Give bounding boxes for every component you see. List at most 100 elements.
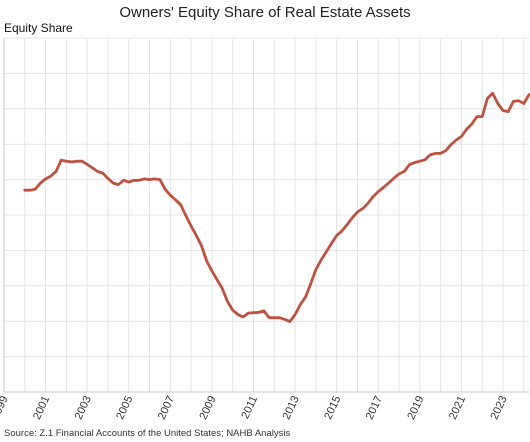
- data-point: [512, 100, 515, 102]
- data-point: [107, 177, 109, 180]
- data-point: [50, 175, 52, 177]
- data-point: [221, 288, 223, 290]
- y-axis-label: Equity Share: [4, 21, 73, 35]
- data-point: [388, 182, 390, 184]
- data-point: [71, 161, 73, 163]
- series-line: [23, 91, 530, 323]
- data-point: [330, 242, 333, 244]
- data-point: [450, 144, 452, 146]
- data-point: [299, 304, 301, 306]
- data-point: [143, 178, 145, 180]
- data-point: [258, 311, 260, 313]
- data-point: [232, 309, 234, 311]
- data-point: [216, 279, 218, 281]
- data-point: [268, 317, 270, 319]
- data-point: [190, 225, 192, 227]
- data-point: [356, 211, 359, 213]
- x-tick-label: 2011: [239, 394, 260, 421]
- data-point: [185, 215, 187, 217]
- x-tick-label: 2015: [322, 394, 343, 421]
- data-point: [528, 94, 530, 96]
- x-tick-label: 2009: [197, 394, 218, 421]
- data-point: [460, 135, 462, 137]
- x-tick-label: 2013: [281, 394, 302, 421]
- data-point: [294, 313, 296, 316]
- data-point: [60, 159, 62, 161]
- data-point: [24, 189, 26, 191]
- data-point: [206, 260, 208, 262]
- data-point: [65, 160, 67, 162]
- data-point: [159, 179, 161, 181]
- data-point: [336, 234, 338, 237]
- data-point: [148, 179, 151, 181]
- data-point: [278, 317, 281, 319]
- data-point: [97, 170, 99, 173]
- data-point: [440, 152, 442, 154]
- data-point: [29, 189, 31, 191]
- data-point: [403, 170, 405, 173]
- data-point: [273, 317, 275, 319]
- data-point: [351, 217, 353, 219]
- data-point: [377, 191, 379, 193]
- data-point: [102, 172, 104, 174]
- data-point: [211, 270, 213, 272]
- data-point: [429, 154, 431, 156]
- data-point: [226, 300, 229, 302]
- source-note: Source: Z.1 Financial Accounts of the Un…: [4, 428, 290, 439]
- data-point: [455, 139, 457, 141]
- x-tick-label: 2001: [31, 394, 52, 421]
- data-point: [39, 182, 42, 184]
- x-tick-label: 2023: [489, 394, 510, 421]
- data-point: [112, 182, 114, 184]
- data-point: [237, 313, 239, 316]
- data-point: [492, 92, 494, 94]
- axes: [3, 38, 529, 393]
- x-tick-labels: 1999 2001 2003 2005 2007 2009 2011 2013 2015 2017…: [0, 394, 510, 421]
- chart-title: Owners' Equity Share of Real Estate Asse…: [119, 4, 410, 21]
- data-point: [346, 224, 348, 226]
- data-point: [180, 204, 182, 206]
- data-point: [393, 177, 395, 179]
- data-point: [169, 194, 171, 196]
- data-point: [86, 163, 88, 165]
- data-point: [424, 159, 426, 161]
- data-point: [310, 283, 312, 285]
- data-point: [91, 167, 93, 169]
- gridlines: [3, 37, 529, 392]
- data-point: [445, 150, 447, 152]
- x-tick-label: 2017: [364, 394, 385, 421]
- data-point: [382, 186, 385, 188]
- data-point: [476, 116, 478, 118]
- data-point: [34, 188, 36, 190]
- data-point: [289, 321, 291, 323]
- data-point: [45, 178, 47, 180]
- x-tick-label: 1999: [0, 394, 11, 421]
- data-point: [497, 102, 499, 105]
- data-point: [117, 184, 119, 186]
- data-point: [471, 123, 473, 125]
- data-point: [195, 234, 197, 237]
- data-point: [434, 152, 436, 154]
- data-point: [154, 178, 156, 180]
- data-point: [284, 318, 286, 320]
- data-point: [419, 160, 421, 162]
- data-point: [123, 179, 125, 181]
- data-point: [128, 181, 130, 183]
- data-point: [486, 97, 488, 100]
- x-tick-label: 2005: [114, 394, 135, 421]
- data-point: [523, 102, 525, 105]
- data-point: [138, 179, 140, 181]
- data-point: [518, 100, 520, 102]
- data-point: [408, 164, 410, 166]
- data-point: [502, 110, 504, 112]
- data-point: [372, 196, 374, 198]
- data-point: [320, 259, 322, 261]
- data-point: [466, 128, 468, 130]
- data-point: [362, 208, 364, 210]
- data-point: [304, 296, 307, 298]
- series-layer: [23, 91, 530, 323]
- x-tick-label: 2019: [405, 394, 426, 421]
- data-point: [252, 312, 255, 314]
- data-point: [263, 310, 265, 312]
